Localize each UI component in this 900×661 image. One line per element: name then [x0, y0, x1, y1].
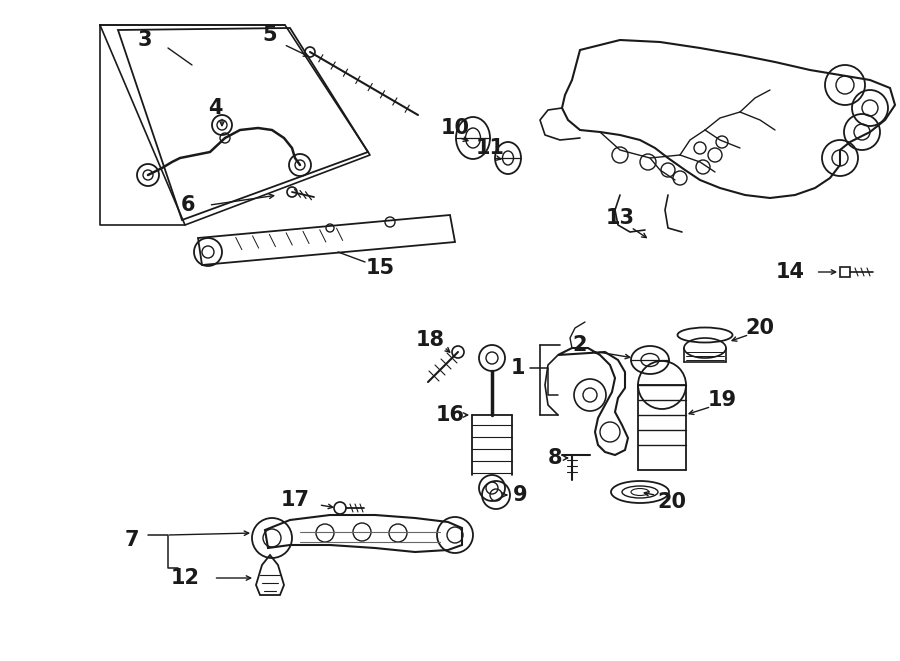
Text: 9: 9 — [513, 485, 527, 505]
Text: 11: 11 — [475, 138, 505, 158]
Text: 17: 17 — [281, 490, 310, 510]
Circle shape — [305, 47, 315, 57]
Text: 16: 16 — [436, 405, 464, 425]
Circle shape — [452, 346, 464, 358]
Text: 13: 13 — [606, 208, 634, 228]
Text: 19: 19 — [707, 390, 736, 410]
Text: 20: 20 — [745, 318, 775, 338]
Text: 15: 15 — [365, 258, 394, 278]
Circle shape — [287, 187, 297, 197]
Text: 10: 10 — [440, 118, 470, 138]
Text: 3: 3 — [138, 30, 152, 50]
Text: 8: 8 — [548, 448, 562, 468]
Text: 20: 20 — [658, 492, 687, 512]
Text: 2: 2 — [572, 335, 587, 355]
Text: 14: 14 — [776, 262, 805, 282]
Text: 6: 6 — [181, 195, 195, 215]
Text: 4: 4 — [208, 98, 222, 118]
Text: 5: 5 — [263, 25, 277, 45]
Text: 12: 12 — [170, 568, 200, 588]
Text: 1: 1 — [511, 358, 526, 378]
Text: 7: 7 — [125, 530, 140, 550]
Text: 18: 18 — [416, 330, 445, 350]
Circle shape — [334, 502, 346, 514]
